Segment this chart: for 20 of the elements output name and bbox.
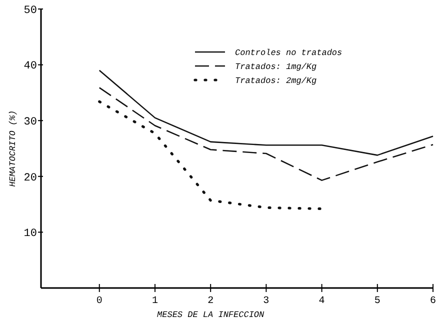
- line-series: [98, 70, 434, 156]
- x-tick-label: 2: [208, 296, 214, 307]
- legend-label: Tratados: 2mg/Kg: [235, 76, 317, 86]
- x-axis-title: MESES DE LA INFECCION: [157, 310, 266, 320]
- x-tick-label: 3: [263, 296, 270, 307]
- x-tick-label: 6: [430, 296, 436, 307]
- line-series: [98, 87, 434, 181]
- y-tick-label: 40: [24, 60, 37, 73]
- x-tick-label: 1: [152, 296, 158, 307]
- x-tick-label: 5: [374, 296, 380, 307]
- y-tick-label: 10: [24, 228, 37, 240]
- y-tick-label: 50: [24, 4, 37, 17]
- y-tick-label: 20: [24, 172, 37, 184]
- legend-label: Controles no tratados: [235, 48, 342, 58]
- legend-label: Tratados: 1mg/Kg: [235, 62, 317, 72]
- y-axis-title: HEMATOCRITO (%): [8, 110, 18, 187]
- line-series: [98, 100, 324, 210]
- y-tick-label: 30: [24, 116, 37, 128]
- x-tick-label: 0: [96, 296, 102, 307]
- x-tick-label: 4: [318, 296, 325, 307]
